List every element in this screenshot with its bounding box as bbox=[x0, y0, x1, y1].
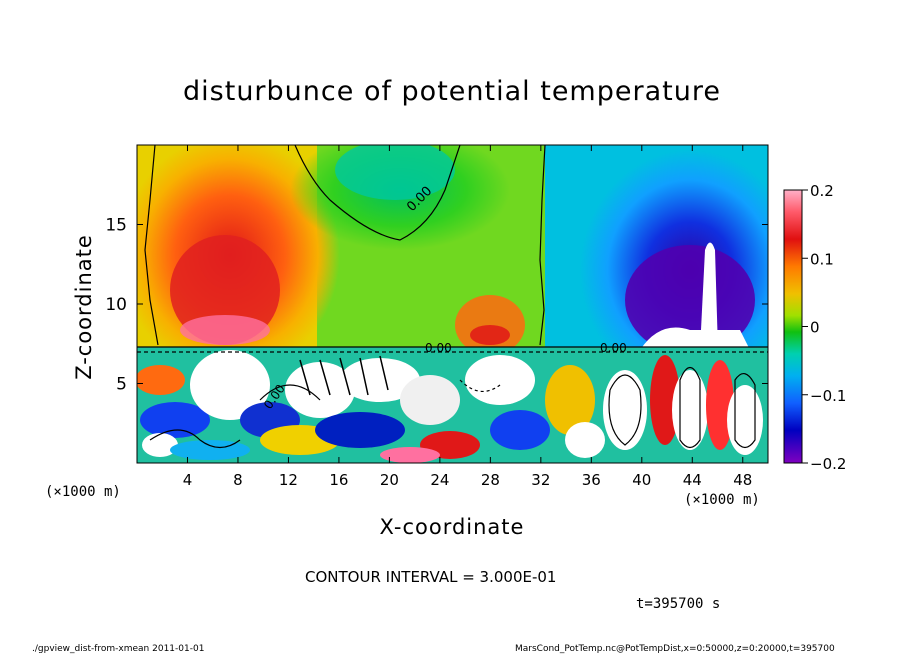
contour-label: 0.00 bbox=[600, 341, 627, 355]
heatmap-field bbox=[137, 145, 768, 463]
y-axis-ticks: 5 10 15 bbox=[105, 216, 768, 395]
y-tick-label: 15 bbox=[105, 216, 127, 236]
x-tick-label: 20 bbox=[380, 471, 399, 489]
colorbar bbox=[783, 189, 803, 464]
y-axis-label: Z-coordinate bbox=[72, 234, 96, 380]
x-axis-ticks: 4 8 12 16 20 24 28 32 36 40 44 48 bbox=[183, 145, 752, 489]
contour-interval-text: CONTOUR INTERVAL = 3.000E-01 bbox=[305, 568, 557, 586]
footer-left: ./gpview_dist-from-xmean 2011-01-01 bbox=[32, 644, 205, 654]
x-tick-label: 48 bbox=[733, 471, 752, 489]
footer-right: MarsCond_PotTemp.nc@PotTempDist,x=0:5000… bbox=[515, 644, 835, 654]
x-tick-label: 12 bbox=[279, 471, 298, 489]
x-tick-label: 24 bbox=[430, 471, 449, 489]
contour-label: 0.00 bbox=[425, 341, 452, 355]
x-tick-label: 4 bbox=[183, 471, 193, 489]
x-tick-label: 40 bbox=[632, 471, 651, 489]
colorbar-tick-label: 0.2 bbox=[810, 182, 834, 200]
chart-title: disturbunce of potential temperature bbox=[183, 76, 721, 107]
x-axis-unit-right: (×1000 m) bbox=[684, 492, 760, 508]
turbulent-layer bbox=[137, 350, 763, 463]
x-axis-unit-left: (×1000 m) bbox=[45, 484, 121, 500]
contour-lines bbox=[137, 145, 768, 449]
x-tick-label: 36 bbox=[582, 471, 601, 489]
x-tick-label: 8 bbox=[233, 471, 243, 489]
y-tick-label: 10 bbox=[105, 295, 127, 315]
colorbar-tick-label: 0.1 bbox=[810, 250, 834, 268]
x-tick-label: 16 bbox=[329, 471, 348, 489]
colorbar-tick-label: 0 bbox=[810, 319, 820, 337]
colorbar-ticks: 0.2 0.1 0 −0.1 −0.2 bbox=[802, 182, 846, 473]
time-info: t=395700 s bbox=[636, 596, 721, 612]
colorbar-tick-label: −0.2 bbox=[810, 455, 846, 473]
x-tick-label: 44 bbox=[683, 471, 702, 489]
colorbar-tick-label: −0.1 bbox=[810, 387, 846, 405]
x-tick-label: 32 bbox=[531, 471, 550, 489]
y-tick-label: 5 bbox=[116, 375, 127, 395]
x-axis-label: X-coordinate bbox=[379, 515, 525, 539]
x-tick-label: 28 bbox=[481, 471, 500, 489]
